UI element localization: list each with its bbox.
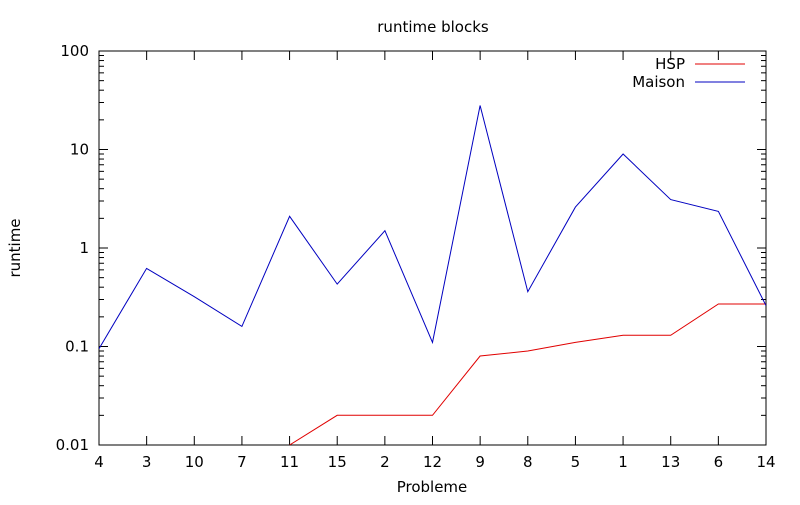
chart-title: runtime blocks (377, 18, 489, 36)
y-axis-title: runtime (6, 218, 24, 277)
y-tick-label: 0.01 (56, 436, 89, 454)
y-tick-label: 1 (79, 239, 89, 257)
x-tick-label: 13 (661, 453, 680, 471)
x-tick-label: 7 (237, 453, 247, 471)
x-tick-label: 3 (142, 453, 152, 471)
x-tick-label: 2 (380, 453, 390, 471)
legend-label-hsp: HSP (655, 55, 685, 73)
legend-label-maison: Maison (632, 73, 685, 91)
series-line-maison (99, 105, 766, 349)
x-tick-label: 1 (618, 453, 628, 471)
y-tick-label: 0.1 (65, 338, 89, 356)
x-axis-title: Probleme (397, 478, 468, 496)
x-tick-label: 8 (523, 453, 533, 471)
x-tick-label: 15 (328, 453, 347, 471)
series-layer (99, 105, 766, 445)
plot-frame (98, 50, 767, 446)
x-tick-label: 11 (280, 453, 299, 471)
x-tick-label: 6 (714, 453, 724, 471)
y-tick-label: 100 (60, 42, 89, 60)
x-tick-label: 4 (94, 453, 104, 471)
x-tick-label: 5 (571, 453, 581, 471)
x-axis: 4 3 10 7 11 15 2 12 9 8 5 1 13 6 14 (94, 51, 776, 471)
x-tick-label: 12 (423, 453, 442, 471)
x-tick-label: 9 (475, 453, 485, 471)
y-tick-label: 10 (70, 141, 89, 159)
x-tick-label: 14 (756, 453, 775, 471)
x-tick-label: 10 (185, 453, 204, 471)
y-axis: 0.01 0.1 1 10 100 (56, 42, 766, 454)
series-line-hsp (289, 303, 766, 445)
